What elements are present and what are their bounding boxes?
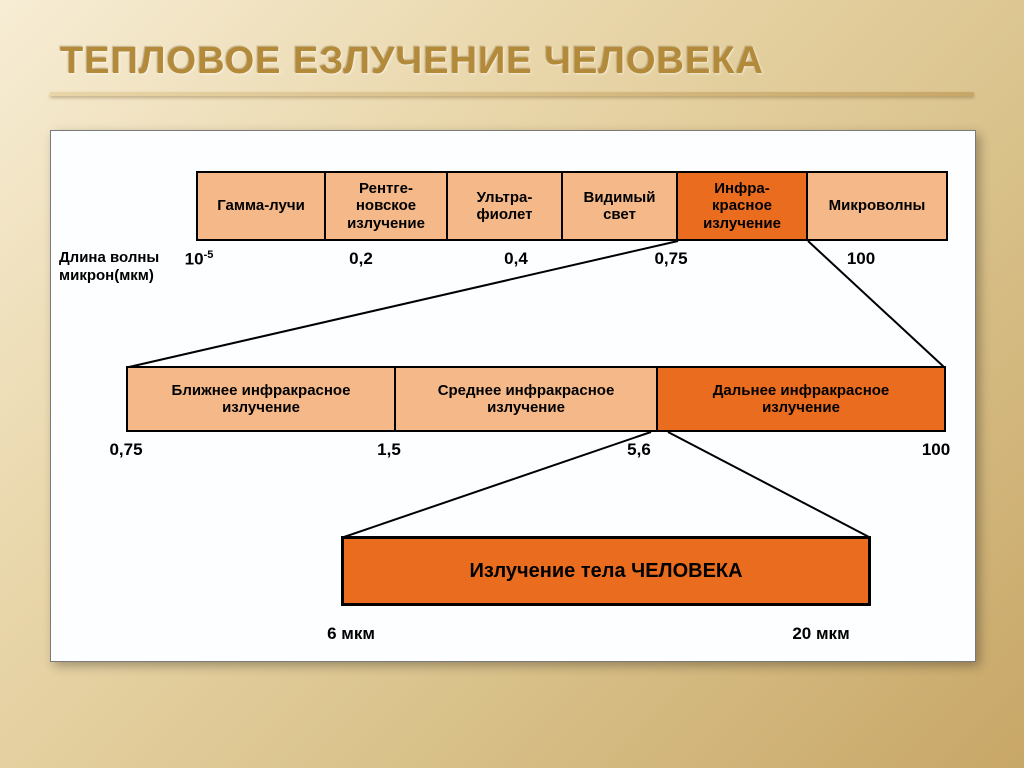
page-title: ТЕПЛОВОЕ ЕЗЛУЧЕНИЕ ЧЕЛОВЕКА xyxy=(60,40,764,83)
spectrum-cell: Видимыйсвет xyxy=(563,171,678,241)
spectrum-cell: Дальнее инфракрасноеизлучение xyxy=(658,366,946,432)
scale-tick: 0,75 xyxy=(654,249,687,269)
scale-tick: 0,75 xyxy=(109,440,142,460)
scale-tick: 1,5 xyxy=(377,440,401,460)
spectrum-cell: Гамма-лучи xyxy=(196,171,326,241)
spectrum-cell: Среднее инфракрасноеизлучение xyxy=(396,366,658,432)
scale-tick: 100 xyxy=(847,249,875,269)
human-emission-label: Излучение тела ЧЕЛОВЕКА xyxy=(469,560,742,583)
scale-tick: 100 xyxy=(922,440,950,460)
axis-label: Длина волнымикрон(мкм) xyxy=(59,249,159,285)
spectrum-row-full: Гамма-лучиРентге-новскоеизлучениеУльтра-… xyxy=(196,171,948,241)
spectrum-cell: Инфра-красноеизлучение xyxy=(678,171,808,241)
spectrum-cell: Рентге-новскоеизлучение xyxy=(326,171,448,241)
scale-tick: 5,6 xyxy=(627,440,651,460)
scale-tick: 0,2 xyxy=(349,249,373,269)
scale-tick: 10-5 xyxy=(185,249,214,270)
title-underline xyxy=(50,92,974,96)
spectrum-cell: Микроволны xyxy=(808,171,948,241)
scale-tick: 20 мкм xyxy=(792,624,849,644)
spectrum-cell: Ультра-фиолет xyxy=(448,171,563,241)
scale-tick: 0,4 xyxy=(504,249,528,269)
spectrum-cell: Ближнее инфракрасноеизлучение xyxy=(126,366,396,432)
spectrum-row-ir: Ближнее инфракрасноеизлучениеСреднее инф… xyxy=(126,366,946,432)
diagram-panel: Длина волнымикрон(мкм) Гамма-лучиРентге-… xyxy=(50,130,976,662)
human-emission-box: Излучение тела ЧЕЛОВЕКА xyxy=(341,536,871,606)
scale-tick: 6 мкм xyxy=(327,624,375,644)
